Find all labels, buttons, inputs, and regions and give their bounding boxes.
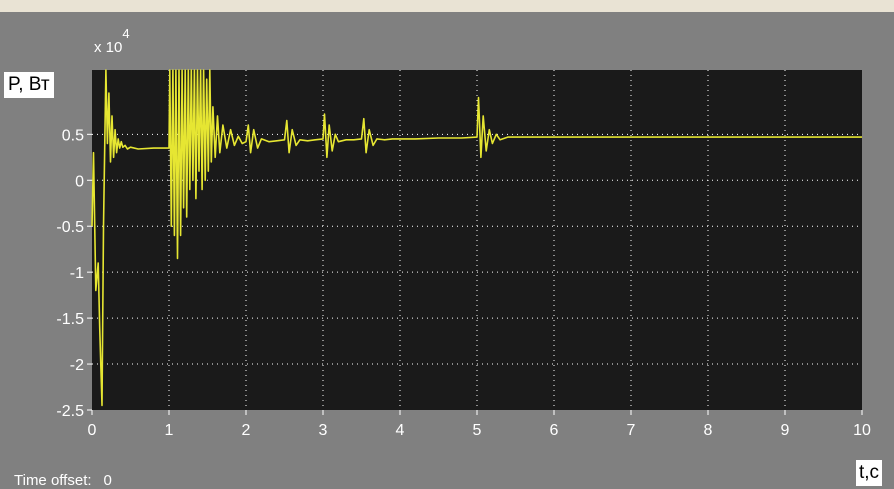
power-trace — [91, 69, 862, 407]
y-tick-label: -1.5 — [56, 311, 84, 328]
x-tick-label: 1 — [165, 422, 174, 439]
y-tick-label: 0 — [75, 173, 84, 190]
x-tick-label: 0 — [88, 422, 97, 439]
x-tick-label: 10 — [853, 422, 871, 439]
y-tick-label: -2 — [70, 357, 84, 374]
y-axis-label: P, Вт — [4, 72, 54, 98]
y-tick-label: -0.5 — [56, 219, 84, 236]
time-offset-value: 0 — [103, 472, 112, 489]
y-tick-label: -1 — [70, 265, 84, 282]
trace-layer — [91, 69, 862, 407]
x-tick-label: 8 — [704, 422, 713, 439]
x-tick-label: 4 — [396, 422, 405, 439]
x-axis-label: t,c — [856, 460, 883, 486]
time-offset: Time offset: 0 — [14, 472, 112, 489]
y-multiplier-label: x 104 — [94, 26, 130, 56]
y-tick-label: 0.5 — [62, 127, 84, 144]
y-tick-label: -2.5 — [56, 403, 84, 420]
window-title-strip — [0, 0, 894, 12]
ticks-layer: 0 1 2 3 4 5 6 7 8 9 10 0.5 0 -0.5 -1 -1.5 -2 -2.5 — [56, 127, 871, 439]
x-tick-label: 6 — [550, 422, 559, 439]
x-tick-label: 5 — [473, 422, 482, 439]
time-offset-label: Time offset: — [14, 472, 92, 489]
x-tick-label: 2 — [242, 422, 251, 439]
x-tick-label: 9 — [781, 422, 790, 439]
x-tick-label: 3 — [319, 422, 328, 439]
x-tick-label: 7 — [627, 422, 636, 439]
